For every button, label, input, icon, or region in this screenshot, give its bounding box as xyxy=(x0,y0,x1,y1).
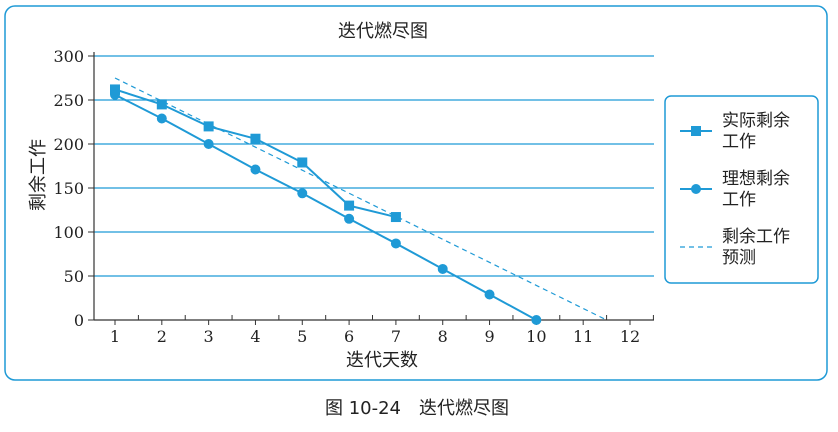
figure-caption: 图 10-24 迭代燃尽图 xyxy=(325,398,509,419)
series-line-1 xyxy=(114,93,537,321)
legend-label: 实际剩余 xyxy=(722,111,790,131)
x-tick-label: 9 xyxy=(484,327,494,346)
legend-label: 理想剩余 xyxy=(722,169,790,189)
data-point-square xyxy=(250,133,261,144)
data-point-square xyxy=(344,200,355,211)
data-point-circle xyxy=(390,238,401,249)
legend-marker xyxy=(691,184,701,194)
y-axis-label: 剩余工作 xyxy=(28,139,49,211)
data-point-circle xyxy=(297,188,308,199)
y-tick-label: 0 xyxy=(74,311,84,330)
y-tick-label: 200 xyxy=(53,135,84,154)
x-tick-label: 10 xyxy=(526,327,546,346)
x-tick-label: 8 xyxy=(438,327,448,346)
data-point-square xyxy=(297,157,308,168)
x-tick-label: 7 xyxy=(391,327,401,346)
legend-label: 工作 xyxy=(722,132,756,152)
x-tick-label: 5 xyxy=(297,327,307,346)
data-point-square xyxy=(110,84,120,95)
x-tick-label: 1 xyxy=(110,327,120,346)
data-point-circle xyxy=(203,139,214,149)
x-axis-label: 迭代天数 xyxy=(346,350,418,371)
data-point-square xyxy=(203,121,214,132)
legend-box xyxy=(664,95,819,284)
series-line-2 xyxy=(114,77,607,321)
data-point-circle xyxy=(531,315,542,325)
x-tick-label: 12 xyxy=(620,327,640,346)
data-point-circle xyxy=(484,289,495,300)
x-tick-label: 6 xyxy=(344,327,354,346)
legend-label: 工作 xyxy=(722,190,756,210)
data-point-square xyxy=(390,212,401,223)
x-tick-label: 11 xyxy=(573,327,593,346)
y-tick-label: 100 xyxy=(53,223,84,242)
legend-marker xyxy=(691,126,701,136)
y-tick-labels: 0 50 100 150 200 250 300 xyxy=(53,47,84,330)
x-tick-label: 4 xyxy=(250,327,260,346)
data-point-square xyxy=(156,99,167,110)
y-tick-label: 300 xyxy=(53,47,84,66)
legend-label: 剩余工作 xyxy=(722,227,790,247)
data-point-circle xyxy=(156,113,167,124)
axes xyxy=(88,52,654,325)
data-point-circle xyxy=(110,89,120,100)
series-markers xyxy=(110,84,542,325)
y-tick-label: 150 xyxy=(53,179,84,198)
data-point-circle xyxy=(437,263,448,274)
x-tick-label: 2 xyxy=(157,327,167,346)
y-tick-label: 50 xyxy=(64,267,84,286)
x-tick-labels: 1 2 3 4 5 6 7 8 9 10 11 12 xyxy=(110,327,640,346)
legend-label: 预测 xyxy=(722,248,756,268)
x-tick-label: 3 xyxy=(204,327,214,346)
chart-title: 迭代燃尽图 xyxy=(338,21,428,42)
data-point-circle xyxy=(250,164,261,175)
y-tick-label: 250 xyxy=(53,91,84,110)
data-point-circle xyxy=(344,213,355,224)
